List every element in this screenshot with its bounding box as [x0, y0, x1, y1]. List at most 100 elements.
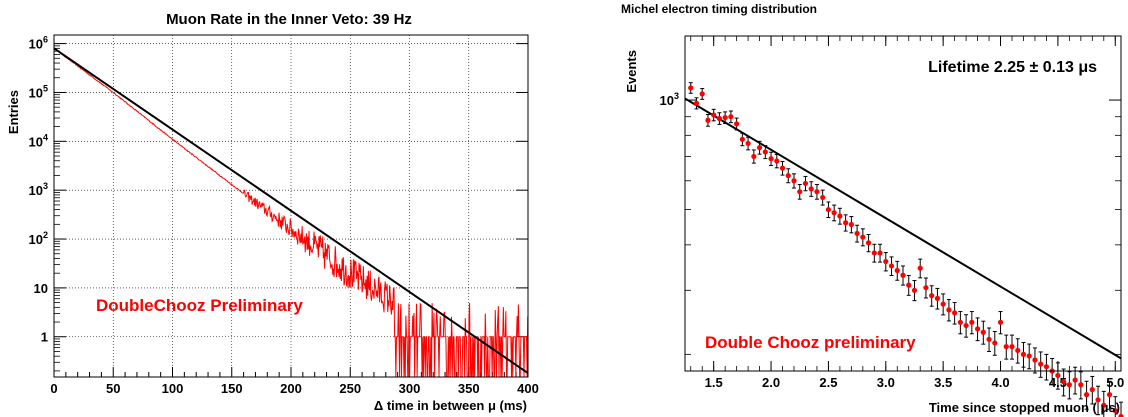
right-data-points [688, 82, 1124, 417]
right-data-point [1003, 334, 1009, 360]
right-data-marker [693, 100, 700, 106]
right-y-axis-label: Events [624, 50, 639, 93]
right-data-point [986, 327, 992, 352]
right-data-point [722, 111, 728, 125]
left-data-histogram [53, 47, 529, 378]
right-data-point [900, 265, 906, 286]
right-data-marker [997, 319, 1004, 325]
right-data-point [1106, 380, 1113, 410]
right-data-point [854, 224, 860, 243]
right-data-point [1083, 380, 1090, 410]
right-data-point [825, 201, 832, 219]
right-data-point [843, 214, 849, 232]
right-data-marker [1003, 344, 1009, 350]
right-data-point [1038, 351, 1044, 378]
right-x-tick-label: 5.0 [1106, 375, 1124, 390]
right-data-marker [785, 172, 791, 179]
right-data-marker [894, 267, 900, 274]
left-x-tick-label: 400 [517, 381, 539, 396]
right-data-point [1032, 347, 1038, 374]
right-data-point [774, 153, 780, 169]
left-preliminary-label: DoubleChooz Preliminary [96, 296, 303, 315]
right-data-point [716, 112, 723, 125]
right-data-point [848, 216, 854, 234]
right-data-marker [865, 240, 872, 246]
right-data-marker [802, 180, 809, 187]
right-data-point [1009, 334, 1015, 360]
right-data-point [865, 233, 872, 253]
right-data-marker [946, 307, 952, 313]
right-data-point [734, 117, 740, 131]
right-fit-line-path [684, 97, 1122, 360]
right-y-ticks: 103 [660, 91, 1121, 355]
right-data-point [1095, 385, 1101, 416]
right-data-point [1026, 343, 1032, 370]
right-data-point [705, 114, 711, 127]
right-data-point [911, 280, 918, 302]
left-x-tick-label: 150 [221, 381, 243, 396]
right-data-marker [1089, 387, 1095, 393]
right-data-point [1118, 401, 1124, 417]
right-data-point [808, 181, 814, 197]
right-y-tick-label: 103 [660, 91, 679, 108]
right-data-point [969, 311, 975, 335]
right-plot-frame [684, 35, 1122, 372]
right-data-point [1089, 375, 1095, 405]
right-data-marker [716, 115, 723, 122]
right-data-point [1112, 396, 1118, 417]
left-y-tick-label: 1 [41, 330, 48, 345]
right-data-point [952, 301, 958, 325]
left-y-tick-label: 104 [29, 132, 48, 149]
right-data-marker [911, 287, 918, 293]
right-data-point [751, 149, 757, 164]
right-data-marker [1032, 357, 1038, 363]
right-data-point [739, 132, 745, 147]
right-data-marker [860, 234, 866, 240]
right-data-point [894, 260, 900, 281]
right-data-point [831, 204, 837, 222]
right-data-marker [722, 114, 728, 121]
left-x-tick-label: 250 [339, 381, 361, 396]
right-data-point [888, 256, 895, 277]
left-x-tick-label: 100 [162, 381, 184, 396]
right-data-point [980, 320, 986, 345]
right-data-point [929, 285, 935, 307]
right-data-marker [791, 178, 797, 184]
right-data-marker [969, 319, 975, 325]
right-data-marker [837, 213, 843, 219]
right-data-point [877, 243, 883, 263]
right-data-marker [843, 220, 849, 226]
right-data-marker [808, 186, 814, 192]
right-data-marker [883, 258, 889, 265]
left-histogram-trace [53, 47, 529, 378]
right-data-point [1020, 342, 1027, 368]
right-data-point [1015, 338, 1021, 364]
right-data-point [688, 82, 694, 94]
right-data-marker [705, 117, 711, 123]
right-x-ticks: 1.5 2.0 2.5 3.0 3.5 4.0 4.5 5.0 [690, 36, 1124, 390]
left-plot-frame [53, 34, 529, 378]
right-data-point [779, 160, 786, 176]
right-data-marker [1061, 379, 1067, 385]
right-data-marker [974, 326, 981, 332]
left-x-tick-label: 50 [106, 381, 120, 396]
right-data-point [802, 175, 809, 192]
right-data-marker [940, 301, 946, 307]
right-data-point [1078, 371, 1084, 400]
right-data-point [917, 258, 923, 279]
right-data-marker [1072, 377, 1078, 383]
right-data-point [762, 145, 768, 160]
right-data-point [756, 140, 763, 155]
right-preliminary-label: Double Chooz preliminary [705, 333, 916, 352]
right-data-point [992, 330, 998, 356]
right-data-marker [1043, 364, 1050, 370]
right-data-marker [825, 206, 832, 213]
left-chart-title: Muon Rate in the Inner Veto: 39 Hz [166, 11, 412, 28]
right-data-marker [934, 295, 941, 301]
right-data-marker [734, 121, 740, 127]
right-data-point [963, 314, 969, 338]
left-x-axis-label: Δ time in between μ (ms) [374, 398, 527, 413]
right-data-marker [1106, 392, 1113, 398]
right-x-tick-label: 3.0 [877, 375, 895, 390]
